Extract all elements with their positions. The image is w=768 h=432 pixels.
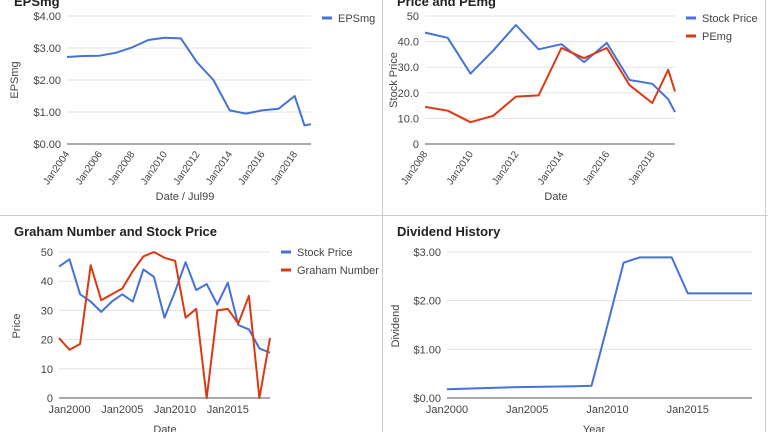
dividend-series-line-dividend [446,256,752,391]
dividend-x-tick-label: Jan2000 [426,404,468,416]
dividend-x-tick-label: Jan2010 [586,404,628,416]
price-pe-y-axis-title: Stock Price [388,52,400,108]
price-pe-x-tick-label: Jan2018 [627,149,658,187]
eps-y-tick-label: $0.00 [33,139,61,151]
eps-y-tick-label: $4.00 [33,11,61,23]
graham-x-tick-label: Jan2015 [207,404,249,416]
price-pe-x-tick-label: Jan2014 [536,149,567,187]
eps-y-axis-title: EPSmg [9,61,21,98]
price-pe-y-tick-label: 30.0 [398,62,419,74]
vertical-divider [382,0,383,432]
dividend-chart: $0.00 $1.00 $2.00 $3.00 Jan2000 Jan2005 Jan201… [390,247,752,432]
graham-y-tick-label: 30 [41,305,53,317]
price-pe-series-line-pemg [424,47,676,124]
eps-y-tick-label: $3.00 [33,43,61,55]
dividend-x-tick-label: Jan2005 [506,404,548,416]
price-pe-chart-panel: 0 10.0 20.0 30.0 40.0 50 Jan2008 Jan2010 Jan2012… [383,0,765,215]
graham-y-tick-label: 0 [47,393,53,405]
graham-chart: 0 10 20 30 40 50 Jan2000 Jan2005 Jan2010 Jan2015 D… [11,247,379,432]
price-pe-x-tick-label: Jan2016 [581,149,612,187]
price-pe-y-tick-label: 40.0 [398,37,419,49]
eps-x-tick-label: Jan2016 [237,149,268,187]
eps-x-tick-label: Jan2010 [139,149,170,187]
eps-legend-label: EPSmg [338,13,375,25]
price-pe-legend-label: PEmg [702,31,732,43]
graham-x-tick-label: Jan2000 [48,404,90,416]
dividend-y-tick-label: $1.00 [413,344,441,356]
dividend-x-axis-title: Year [583,424,606,432]
graham-series-line-stock-price [58,258,271,354]
graham-legend-label: Graham Number [297,265,379,277]
graham-x-tick-label: Jan2005 [101,404,143,416]
eps-x-tick-label: Jan2006 [74,149,105,187]
eps-y-tick-label: $1.00 [33,107,61,119]
price-pe-x-axis-title: Date [544,191,567,203]
price-pe-x-tick-label: Jan2012 [490,149,521,187]
graham-y-tick-label: 20 [41,335,53,347]
price-pe-series-line-stock-price [424,24,676,113]
dividend-y-tick-label: $3.00 [413,247,441,259]
dividend-y-axis-title: Dividend [390,305,402,348]
price-pe-y-tick-label: 10.0 [398,113,419,125]
price-pe-x-tick-label: Jan2008 [399,149,430,187]
graham-y-tick-label: 10 [41,364,53,376]
dividend-y-tick-label: $0.00 [413,393,441,405]
eps-x-tick-label: Jan2004 [41,149,72,187]
graham-chart-title: Graham Number and Stock Price [14,224,218,239]
eps-chart-panel: $0.00 $1.00 $2.00 $3.00 $4.00 Jan2004 Jan2006 J… [0,0,382,215]
price-pe-y-tick-label: 50 [407,11,419,23]
dividend-y-tick-label: $2.00 [413,296,441,308]
eps-x-tick-label: Jan2012 [172,149,203,187]
price-pe-y-tick-label: 0 [413,139,419,151]
price-pe-y-tick-label: 20.0 [398,88,419,100]
graham-x-tick-label: Jan2010 [154,404,196,416]
eps-x-axis-title: Date / Jul99 [156,191,215,203]
graham-legend-label: Stock Price [297,247,353,259]
eps-x-tick-label: Jan2018 [269,149,300,187]
eps-x-tick-label: Jan2008 [107,149,138,187]
horizontal-divider [0,215,768,216]
right-divider [765,0,766,432]
price-pe-x-tick-label: Jan2010 [445,149,476,187]
graham-y-tick-label: 40 [41,276,53,288]
graham-y-tick-label: 50 [41,247,53,259]
graham-series-line-graham-number [58,251,271,399]
graham-chart-panel: 0 10 20 30 40 50 Jan2000 Jan2005 Jan2010 Jan2015 D… [0,216,382,432]
price-pe-legend-label: Stock Price [702,13,758,25]
dividend-x-tick-label: Jan2015 [667,404,709,416]
dividend-chart-title: Dividend History [397,224,501,239]
eps-series-line-epsmg [66,36,312,127]
graham-y-axis-title: Price [11,313,23,338]
eps-x-tick-label: Jan2014 [204,149,235,187]
price-pe-chart-title: Price and PEmg [397,0,496,9]
eps-chart-title: EPSmg [14,0,60,9]
graham-x-axis-title: Date [153,424,176,432]
eps-y-tick-label: $2.00 [33,75,61,87]
dividend-chart-panel: $0.00 $1.00 $2.00 $3.00 Jan2000 Jan2005 Jan201… [383,216,765,432]
price-pe-chart: 0 10.0 20.0 30.0 40.0 50 Jan2008 Jan2010 Jan2012… [388,11,758,203]
